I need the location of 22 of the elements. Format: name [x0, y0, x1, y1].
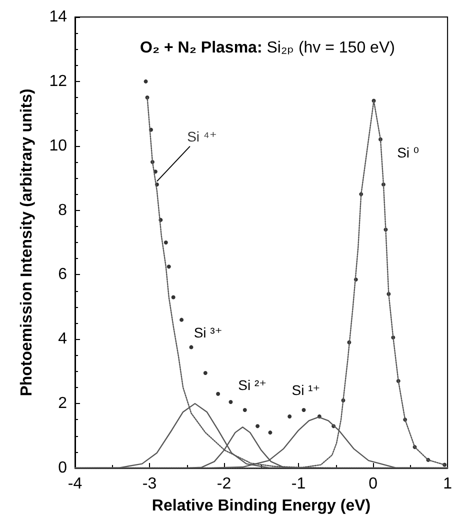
y-tick-label: 10 [49, 137, 68, 154]
y-tick-label: 12 [49, 72, 68, 90]
x-tick-label: 1 [443, 476, 452, 492]
annotation: Si ⁴⁺ [187, 128, 217, 144]
x-tick-label: -3 [142, 476, 157, 492]
y-tick-label: 14 [49, 8, 68, 26]
x-tick-label: -1 [291, 476, 306, 492]
x-axis-title: Relative Binding Energy (eV) [152, 498, 371, 514]
y-tick-label: 2 [58, 395, 68, 412]
text: O₂ + N₂ Plasma: Si₂ₚ (hv = 150 eV) [140, 40, 395, 56]
y-tick-label: 8 [58, 202, 68, 219]
annotation: Si ³⁺ [194, 324, 222, 341]
y-tick-label: 0 [58, 460, 68, 476]
y-axis-title: Photoemission Intensity (arbitrary units) [18, 88, 36, 396]
annotation: Si ²⁺ [238, 377, 267, 394]
x-tick-label: 0 [368, 476, 378, 492]
y-tick-label: 6 [58, 266, 68, 284]
annotation: Si ⁰ [397, 144, 420, 160]
y-tick-label: 4 [58, 330, 68, 348]
annotation: Si ¹⁺ [292, 382, 320, 398]
x-tick-label: -2 [216, 476, 232, 492]
x-tick-label: -4 [68, 476, 82, 492]
